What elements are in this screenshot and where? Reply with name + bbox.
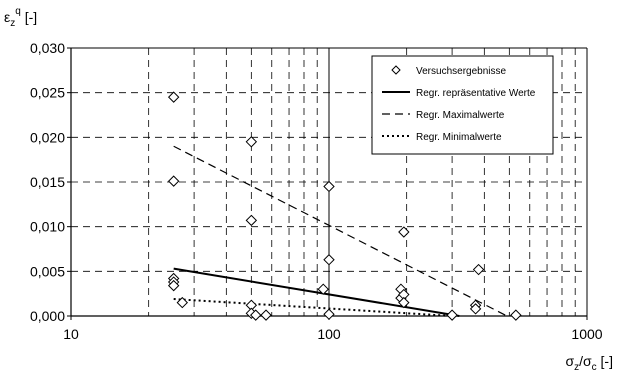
x-tick-label: 1000 xyxy=(571,326,602,342)
y-tick-label: 0,000 xyxy=(30,308,65,324)
x-tick-label: 100 xyxy=(317,326,341,342)
tick-labels: 0,000 0,005 0,010 0,015 0,020 0,025 0,030 10 100… xyxy=(30,40,603,342)
regression-line-dashed xyxy=(173,145,508,317)
y-tick-label: 0,020 xyxy=(30,129,65,145)
data-point xyxy=(260,309,272,321)
data-point xyxy=(167,175,180,187)
y-tick-label: 0,005 xyxy=(30,263,65,279)
data-point xyxy=(176,296,188,309)
data-point xyxy=(469,303,482,315)
data-point xyxy=(167,91,180,103)
data-point xyxy=(446,309,458,321)
legend-box xyxy=(371,55,554,155)
y-axis-title: εzq [-] xyxy=(4,6,37,29)
legend-label: Regr. repräsentative Werte xyxy=(416,88,536,99)
regression-line-solid xyxy=(173,267,460,317)
data-points xyxy=(167,91,522,321)
data-point xyxy=(323,180,335,193)
y-tick-label: 0,025 xyxy=(30,85,65,101)
regression-lines xyxy=(173,145,508,317)
data-point xyxy=(317,283,329,295)
x-axis-title: σz/σc [-] xyxy=(565,353,613,373)
legend-label: Regr. Maximalwerte xyxy=(416,110,505,121)
plot-frame xyxy=(67,47,588,320)
data-point xyxy=(510,309,522,321)
data-point xyxy=(398,226,410,238)
data-point xyxy=(167,279,180,292)
regression-line-dotted xyxy=(173,298,453,317)
x-tick-label: 10 xyxy=(63,326,79,342)
legend-label: Versuchsergebnisse xyxy=(416,66,506,77)
data-point xyxy=(323,254,335,266)
data-point xyxy=(245,214,258,227)
legend-label: Regr. Minimalwerte xyxy=(416,132,502,143)
y-tick-label: 0,015 xyxy=(30,174,65,190)
data-point xyxy=(472,263,485,276)
data-point xyxy=(250,309,262,321)
y-tick-label: 0,010 xyxy=(30,219,65,235)
legend: Versuchsergebnisse Regr. repräsentative W… xyxy=(371,55,554,155)
legend-marker-diamond xyxy=(391,65,401,75)
data-point xyxy=(245,136,258,148)
data-point xyxy=(323,308,335,320)
data-point xyxy=(398,296,410,309)
y-tick-label: 0,030 xyxy=(30,40,65,56)
